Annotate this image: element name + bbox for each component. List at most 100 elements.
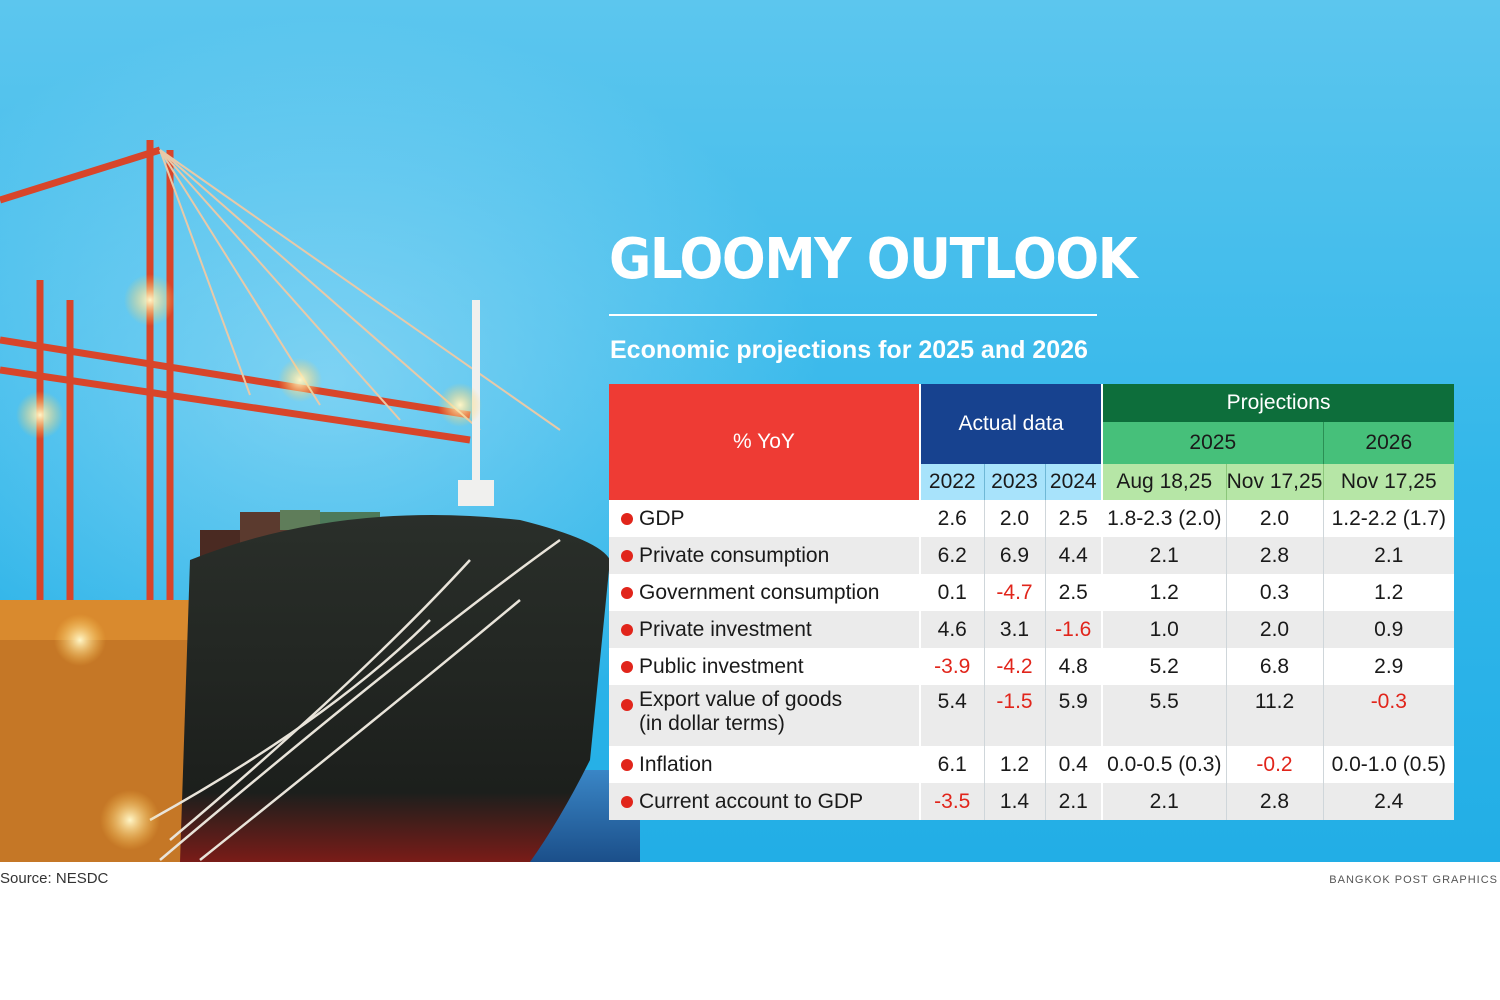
value-cell-nov-2025: 11.2 — [1226, 685, 1324, 746]
value-cell-nov-2026: 0.9 — [1323, 611, 1455, 648]
value-cell-nov-2026: 2.1 — [1323, 537, 1455, 574]
value-cell-aug-2025: 2.1 — [1102, 537, 1227, 574]
value-cell-aug-2025: 1.0 — [1102, 611, 1227, 648]
value-cell-nov-2025: 2.8 — [1226, 783, 1324, 820]
column-header-2022: 2022 — [920, 464, 985, 500]
table-row: GDP 2.6 2.0 2.5 1.8-2.3 (2.0) 2.0 1.2-2.2 (1.7… — [609, 500, 1455, 537]
value-cell-2022: 2.6 — [920, 500, 985, 537]
graphics-credit: BANGKOK POST GRAPHICS — [1329, 874, 1498, 886]
bullet-dot-icon — [621, 795, 633, 808]
actual-data-header: Actual data — [920, 384, 1104, 464]
value-cell-aug-2025: 5.5 — [1102, 685, 1227, 746]
value-cell-nov-2026: 2.9 — [1323, 648, 1455, 685]
bullet-dot-icon — [621, 699, 633, 711]
unit-header: % YoY — [609, 384, 921, 500]
value-cell-2024: 4.8 — [1045, 648, 1104, 685]
value-cell-nov-2026: 0.0-1.0 (0.5) — [1323, 746, 1455, 783]
value-cell-nov-2025: -0.2 — [1226, 746, 1324, 783]
bullet-dot-icon — [621, 549, 633, 562]
value-cell-2023: 3.1 — [984, 611, 1046, 648]
value-cell-aug-2025: 1.8-2.3 (2.0) — [1102, 500, 1227, 537]
row-label-cell: GDP — [609, 500, 921, 537]
value-cell-2024: 4.4 — [1045, 537, 1104, 574]
row-label: Inflation — [639, 752, 713, 776]
value-cell-2023: -1.5 — [984, 685, 1046, 746]
footer-strip — [0, 862, 1500, 1000]
row-label: Private investment — [639, 617, 812, 641]
value-cell-2024: 0.4 — [1045, 746, 1104, 783]
table-row: Private investment 4.6 3.1 -1.6 1.0 2.0 0.9 — [609, 611, 1455, 648]
value-cell-aug-2025: 2.1 — [1102, 783, 1227, 820]
bullet-dot-icon — [621, 512, 633, 525]
projections-table: % YoY Actual data Projections 2025 2026 … — [609, 384, 1455, 820]
value-cell-nov-2026: 1.2-2.2 (1.7) — [1323, 500, 1455, 537]
row-label-cell: Current account to GDP — [609, 783, 921, 820]
page-title: GLOOMY OUTLOOK — [609, 227, 1138, 292]
row-label: Current account to GDP — [639, 789, 864, 813]
table-row: Government consumption 0.1 -4.7 2.5 1.2 0.3 1.… — [609, 574, 1455, 611]
value-cell-2022: 6.1 — [920, 746, 985, 783]
row-label: Export value of goods — [639, 688, 843, 711]
value-cell-2023: -4.7 — [984, 574, 1046, 611]
value-cell-2024: 2.1 — [1045, 783, 1104, 820]
title-divider — [609, 314, 1097, 316]
value-cell-nov-2026: -0.3 — [1323, 685, 1455, 746]
value-cell-2022: 6.2 — [920, 537, 985, 574]
column-header-nov-2026: Nov 17,25 — [1323, 464, 1455, 500]
value-cell-2022: -3.5 — [920, 783, 985, 820]
bullet-dot-icon — [621, 623, 633, 636]
table-row: Inflation 6.1 1.2 0.4 0.0-0.5 (0.3) -0.2 0.0-1… — [609, 746, 1455, 783]
value-cell-nov-2025: 2.8 — [1226, 537, 1324, 574]
value-cell-nov-2025: 2.0 — [1226, 500, 1324, 537]
bullet-dot-icon — [621, 660, 633, 673]
value-cell-2023: 6.9 — [984, 537, 1046, 574]
row-label-cell: Government consumption — [609, 574, 921, 611]
projections-header: Projections — [1102, 384, 1455, 422]
value-cell-2022: 5.4 — [920, 685, 985, 746]
subtitle: Economic projections for 2025 and 2026 — [610, 336, 1088, 364]
value-cell-aug-2025: 0.0-0.5 (0.3) — [1102, 746, 1227, 783]
value-cell-2022: 4.6 — [920, 611, 985, 648]
row-label-cell: Public investment — [609, 648, 921, 685]
column-header-2024: 2024 — [1045, 464, 1104, 500]
table-body: GDP 2.6 2.0 2.5 1.8-2.3 (2.0) 2.0 1.2-2.2 (1.7… — [609, 500, 1455, 820]
value-cell-2023: 2.0 — [984, 500, 1046, 537]
year-2025-header: 2025 — [1102, 422, 1324, 464]
value-cell-nov-2026: 2.4 — [1323, 783, 1455, 820]
column-header-2023: 2023 — [984, 464, 1046, 500]
row-label-line2: (in dollar terms) — [639, 712, 785, 735]
value-cell-nov-2026: 1.2 — [1323, 574, 1455, 611]
value-cell-2023: 1.4 — [984, 783, 1046, 820]
column-header-aug-2025: Aug 18,25 — [1102, 464, 1227, 500]
row-label: Private consumption — [639, 543, 830, 567]
table-row: Private consumption 6.2 6.9 4.4 2.1 2.8 2.1 — [609, 537, 1455, 574]
year-2026-header: 2026 — [1322, 422, 1455, 464]
table-row: Public investment -3.9 -4.2 4.8 5.2 6.8 2.9 — [609, 648, 1455, 685]
value-cell-2022: -3.9 — [920, 648, 985, 685]
table-row: Current account to GDP -3.5 1.4 2.1 2.1 2.8 2.… — [609, 783, 1455, 820]
bullet-dot-icon — [621, 758, 633, 771]
port-scene — [0, 140, 640, 862]
source-note: Source: NESDC — [0, 870, 109, 887]
value-cell-nov-2025: 2.0 — [1226, 611, 1324, 648]
value-cell-2024: -1.6 — [1045, 611, 1104, 648]
row-label-cell: Inflation — [609, 746, 921, 783]
row-label: Government consumption — [639, 580, 880, 604]
value-cell-2022: 0.1 — [920, 574, 985, 611]
table-row: Export value of goods (in dollar terms) 5.… — [609, 685, 1455, 746]
value-cell-2023: 1.2 — [984, 746, 1046, 783]
value-cell-2024: 2.5 — [1045, 574, 1104, 611]
bullet-dot-icon — [621, 586, 633, 599]
value-cell-aug-2025: 5.2 — [1102, 648, 1227, 685]
value-cell-2024: 5.9 — [1045, 685, 1104, 746]
port-ship-illustration — [0, 140, 640, 862]
value-cell-2023: -4.2 — [984, 648, 1046, 685]
value-cell-nov-2025: 6.8 — [1226, 648, 1324, 685]
value-cell-aug-2025: 1.2 — [1102, 574, 1227, 611]
value-cell-nov-2025: 0.3 — [1226, 574, 1324, 611]
row-label: GDP — [639, 506, 685, 530]
value-cell-2024: 2.5 — [1045, 500, 1104, 537]
row-label-cell: Export value of goods (in dollar terms) — [609, 685, 921, 746]
row-label-cell: Private consumption — [609, 537, 921, 574]
